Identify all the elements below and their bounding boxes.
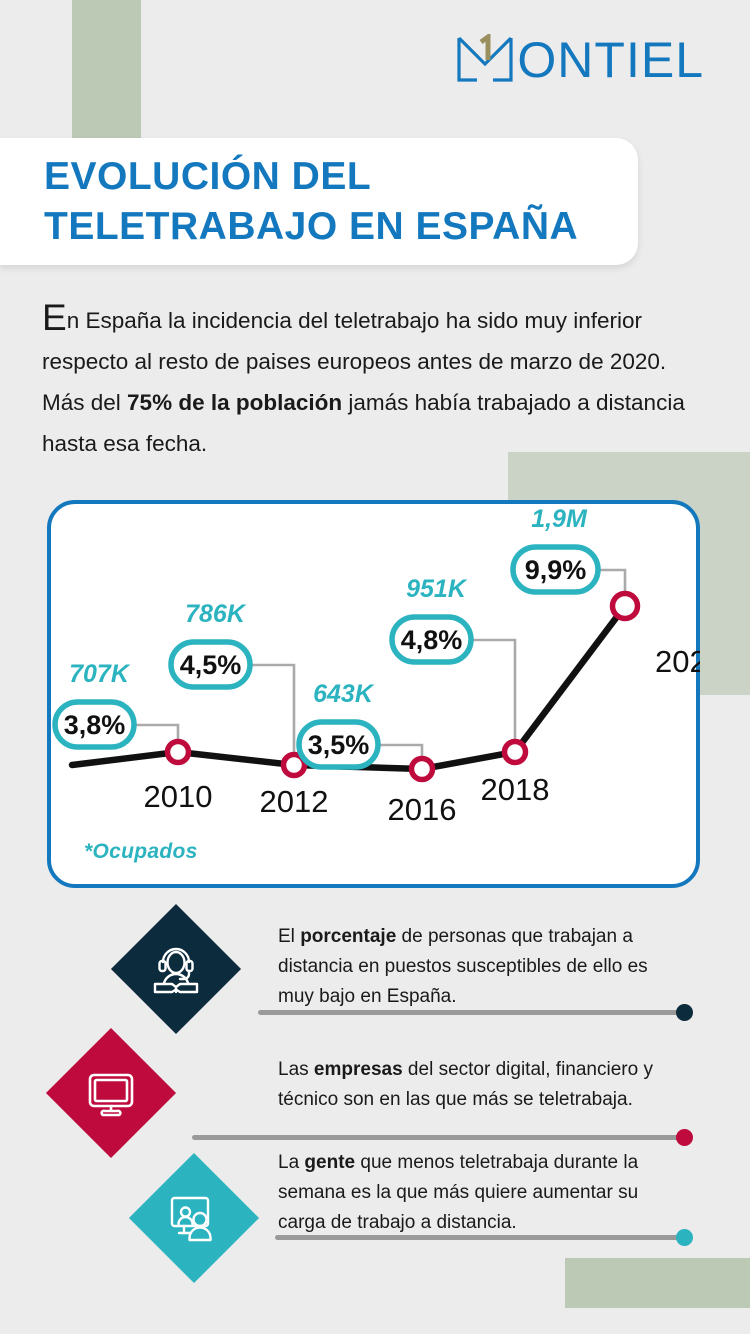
decor-green-bottom	[565, 1258, 750, 1308]
chart-count-2018: 951K	[406, 575, 468, 603]
chart-xlabel-2018: 2018	[481, 772, 550, 807]
intro-paragraph: En España la incidencia del teletrabajo …	[42, 297, 714, 464]
chart-percent-2012: 4,5%	[180, 650, 242, 680]
chart-count-2012: 786K	[185, 600, 247, 628]
bullet-row-3	[128, 1152, 260, 1284]
m1-monogram-icon	[455, 32, 515, 84]
intro-dropcap: E	[42, 297, 67, 338]
chart-xlabel-2012: 2012	[260, 784, 329, 819]
chart-marker-2010	[164, 738, 192, 766]
bullet-connector-3	[275, 1235, 685, 1240]
chart-xlabel-2010: 2010	[144, 779, 213, 814]
chart-badge-2020: 1,9M 9,9%	[510, 505, 601, 595]
chart-marker-2016	[408, 755, 436, 783]
bullet-connector-dot-1	[676, 1004, 693, 1021]
chart-badge-2010: 707K 3,8%	[52, 660, 137, 750]
bullet-text-3: La gente que menos teletrabaja durante l…	[278, 1148, 678, 1238]
page-title-card: EVOLUCIÓN DEL TELETRABAJO EN ESPAÑA	[0, 138, 638, 265]
brand-logo: ONTIEL	[455, 28, 704, 88]
bullet-1-post: de personas que trabajan a distancia en …	[278, 926, 648, 1007]
intro-text-part-2: jamás había trabajado a distancia hasta …	[42, 390, 685, 456]
bullet-icon-1-diamond	[110, 903, 242, 1035]
bullet-3-post: que menos teletrabaja durante la semana …	[278, 1152, 639, 1233]
video-call-people-icon	[170, 1196, 212, 1242]
bullet-text-2: Las empresas del sector digital, financi…	[278, 1055, 678, 1115]
chart-marker-2020	[609, 590, 641, 622]
bullet-connector-2	[192, 1135, 685, 1140]
bullet-row-1	[110, 903, 242, 1035]
bullet-connector-dot-2	[676, 1129, 693, 1146]
intro-highlight: 75% de la población	[127, 390, 343, 415]
brand-logo-text: ONTIEL	[517, 32, 704, 88]
bullet-row-2	[45, 1027, 177, 1159]
bullet-connector-dot-3	[676, 1229, 693, 1246]
bullet-2-bold: empresas	[313, 1059, 403, 1080]
chart-count-2016: 643K	[313, 680, 375, 708]
bullet-3-bold: gente	[304, 1152, 356, 1173]
chart-percent-2018: 4,8%	[401, 625, 463, 655]
chart-badge-2018: 951K 4,8%	[389, 575, 474, 665]
decor-green-top	[72, 0, 141, 138]
bullet-icon-2-diamond	[45, 1027, 177, 1159]
bullet-text-1: El porcentaje de personas que trabajan a…	[278, 922, 678, 1012]
chart-badge-2012: 786K 4,5%	[168, 600, 253, 690]
desktop-monitor-icon	[88, 1073, 134, 1117]
bullet-2-post: del sector digital, financiero y técnico…	[278, 1059, 653, 1110]
bullet-icon-3-diamond	[128, 1152, 260, 1284]
chart-footnote: *Ocupados	[84, 840, 198, 863]
chart-count-2020: 1,9M	[531, 505, 588, 533]
student-headset-book-icon	[153, 947, 199, 994]
bullet-1-bold: porcentaje	[300, 926, 397, 947]
teletrabajo-line-chart: 707K 3,8% 786K 4,5% 643K 3,5% 951K 4,8% …	[52, 505, 700, 827]
bullet-1-pre: El	[278, 926, 301, 947]
chart-xlabel-2020: 2020	[655, 644, 700, 679]
chart-marker-2012	[280, 751, 308, 779]
intro-text-part-1: n España la incidencia del teletrabajo h…	[42, 308, 667, 415]
bullet-3-pre: La	[278, 1152, 305, 1173]
chart-percent-2020: 9,9%	[525, 555, 587, 585]
page-title-line-2: TELETRABAJO EN ESPAÑA	[44, 204, 579, 248]
chart-count-2010: 707K	[69, 660, 131, 688]
chart-badge-2016: 643K 3,5%	[296, 680, 381, 770]
bullet-2-pre: Las	[278, 1059, 314, 1080]
chart-marker-2018	[501, 738, 529, 766]
chart-percent-2016: 3,5%	[308, 730, 370, 760]
chart-percent-2010: 3,8%	[64, 710, 126, 740]
bullet-connector-1	[258, 1010, 685, 1015]
chart-markers	[164, 590, 641, 783]
chart-xlabel-2016: 2016	[388, 792, 457, 827]
page-title-line-1: EVOLUCIÓN DEL	[44, 154, 372, 198]
